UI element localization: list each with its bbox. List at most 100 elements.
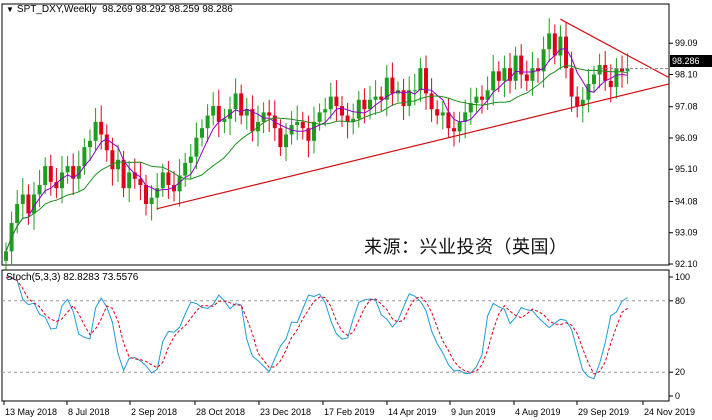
date-tick-label: 8 Jul 2018 bbox=[68, 407, 110, 417]
candle-body bbox=[356, 99, 361, 119]
candle-body bbox=[603, 65, 608, 81]
candle-body bbox=[334, 96, 339, 107]
ohlc-values: 98.269 98.292 98.259 98.286 bbox=[102, 4, 233, 15]
stoch-axis: 100 80 20 0 bbox=[669, 272, 690, 401]
candle-body bbox=[26, 194, 31, 214]
candle-body bbox=[43, 166, 48, 186]
candle-body bbox=[513, 55, 518, 81]
candle-body bbox=[37, 185, 42, 195]
candle-body bbox=[323, 109, 328, 113]
candle-body bbox=[222, 118, 227, 122]
stoch-header: Stoch(5,3,3) 82.8283 73.5576 bbox=[6, 272, 139, 283]
candle-body bbox=[502, 68, 507, 81]
candle-body bbox=[138, 178, 143, 186]
candle-body bbox=[127, 172, 132, 189]
price-tick-label: 94.08 bbox=[675, 196, 698, 206]
candle-body bbox=[362, 99, 367, 110]
candle-body bbox=[440, 112, 445, 116]
symbol-label: SPT_DXY,Weekly bbox=[16, 4, 97, 15]
collapse-arrow-icon[interactable]: ▼ bbox=[6, 5, 14, 14]
candle-body bbox=[149, 197, 154, 204]
candle-body bbox=[183, 162, 188, 176]
price-tick-label: 98.10 bbox=[675, 69, 698, 79]
candle-body bbox=[345, 115, 350, 122]
candle-body bbox=[88, 140, 92, 148]
candle-body bbox=[110, 150, 115, 170]
candle-body bbox=[48, 166, 53, 182]
candle-body bbox=[586, 83, 591, 100]
candle-body bbox=[373, 96, 378, 100]
candle-body bbox=[519, 55, 524, 75]
candle-body bbox=[401, 90, 406, 107]
candle-body bbox=[474, 96, 479, 103]
candle-body bbox=[250, 109, 255, 132]
candle-body bbox=[580, 99, 585, 107]
candle-body bbox=[407, 90, 412, 107]
candle-body bbox=[99, 121, 104, 135]
candle-body bbox=[172, 185, 176, 192]
candle-body bbox=[429, 93, 434, 110]
candle-body bbox=[569, 68, 574, 97]
candle-body bbox=[216, 106, 221, 122]
trendline bbox=[560, 18, 670, 79]
candle-body bbox=[82, 147, 87, 167]
candle-body bbox=[261, 112, 266, 122]
candle-body bbox=[295, 121, 300, 126]
candle-body bbox=[552, 33, 557, 56]
candle-body bbox=[524, 74, 529, 81]
candle-body bbox=[384, 77, 389, 100]
candle-body bbox=[194, 137, 199, 157]
candle-body bbox=[121, 159, 126, 189]
candle-body bbox=[424, 68, 428, 94]
candle-body bbox=[239, 93, 244, 116]
stoch-lines bbox=[5, 276, 628, 380]
trendline bbox=[157, 83, 670, 210]
candle-body bbox=[558, 36, 563, 56]
candle-body bbox=[541, 49, 546, 72]
ma-fast-line bbox=[5, 48, 628, 252]
ma-slow-line bbox=[5, 65, 628, 252]
candle-body bbox=[480, 96, 484, 100]
candle-body bbox=[233, 93, 238, 110]
candle-body bbox=[160, 172, 165, 189]
date-tick-label: 9 Jun 2019 bbox=[451, 407, 496, 417]
trendlines bbox=[157, 18, 670, 210]
candle-body bbox=[485, 90, 490, 100]
candle-body bbox=[317, 112, 322, 122]
stoch-tick-label: 80 bbox=[675, 296, 685, 306]
candle-body bbox=[312, 121, 316, 141]
candle-body bbox=[491, 71, 496, 91]
date-axis: 13 May 2018 8 Jul 2018 2 Sep 2018 28 Oct 20… bbox=[3, 401, 695, 417]
candle-body bbox=[32, 194, 36, 214]
candle-body bbox=[76, 166, 81, 179]
candle-body bbox=[468, 102, 473, 113]
candle-body bbox=[435, 109, 440, 116]
candle-body bbox=[278, 128, 283, 148]
candle-body bbox=[267, 112, 272, 116]
candle-body bbox=[328, 96, 333, 110]
candle-body bbox=[547, 33, 552, 50]
candle-body bbox=[116, 159, 120, 170]
candle-body bbox=[457, 121, 462, 132]
price-tick-label: 92.10 bbox=[675, 259, 698, 269]
candle-body bbox=[104, 134, 109, 151]
candle-body bbox=[452, 128, 456, 132]
stoch-tick-label: 100 bbox=[675, 272, 690, 282]
candle-body bbox=[177, 175, 182, 192]
candle-body bbox=[597, 65, 602, 75]
candle-body bbox=[71, 166, 76, 179]
main-panel-frame bbox=[1, 3, 670, 266]
date-tick-label: 14 Apr 2019 bbox=[388, 407, 437, 417]
candle-body bbox=[412, 90, 417, 92]
candle-body bbox=[340, 106, 344, 116]
candle-body bbox=[300, 121, 305, 129]
stoch-tick-label: 20 bbox=[675, 367, 685, 377]
candle-body bbox=[608, 80, 613, 88]
candle-body bbox=[60, 172, 64, 189]
candlestick-series bbox=[4, 18, 630, 270]
candle-body bbox=[368, 99, 372, 110]
date-tick-label: 17 Feb 2019 bbox=[324, 407, 375, 417]
candle-body bbox=[508, 68, 512, 81]
candle-body bbox=[496, 71, 501, 81]
